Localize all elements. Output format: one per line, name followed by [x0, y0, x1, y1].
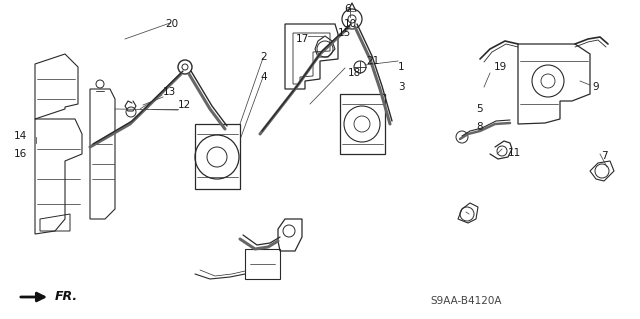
Text: 19: 19 — [494, 62, 508, 72]
Text: 21: 21 — [366, 56, 380, 66]
Text: 15: 15 — [338, 28, 351, 38]
Text: FR.: FR. — [55, 291, 78, 303]
Text: 11: 11 — [508, 148, 521, 158]
Text: 6: 6 — [344, 4, 351, 14]
Text: 13: 13 — [163, 87, 176, 97]
Text: S9AA-B4120A: S9AA-B4120A — [430, 296, 502, 306]
Text: 17: 17 — [296, 34, 309, 44]
Text: 14: 14 — [14, 131, 28, 141]
Text: 10: 10 — [344, 19, 357, 29]
Text: 8: 8 — [476, 122, 483, 132]
Text: 5: 5 — [476, 104, 483, 114]
Text: 2: 2 — [260, 52, 267, 62]
Text: 20: 20 — [165, 19, 178, 29]
Text: 16: 16 — [14, 149, 28, 159]
Text: 12: 12 — [178, 100, 191, 110]
Text: 9: 9 — [592, 82, 598, 92]
Text: 3: 3 — [398, 82, 404, 92]
Text: 1: 1 — [398, 62, 404, 72]
Text: 7: 7 — [601, 151, 607, 161]
Text: 4: 4 — [260, 72, 267, 82]
Text: 18: 18 — [348, 68, 361, 78]
